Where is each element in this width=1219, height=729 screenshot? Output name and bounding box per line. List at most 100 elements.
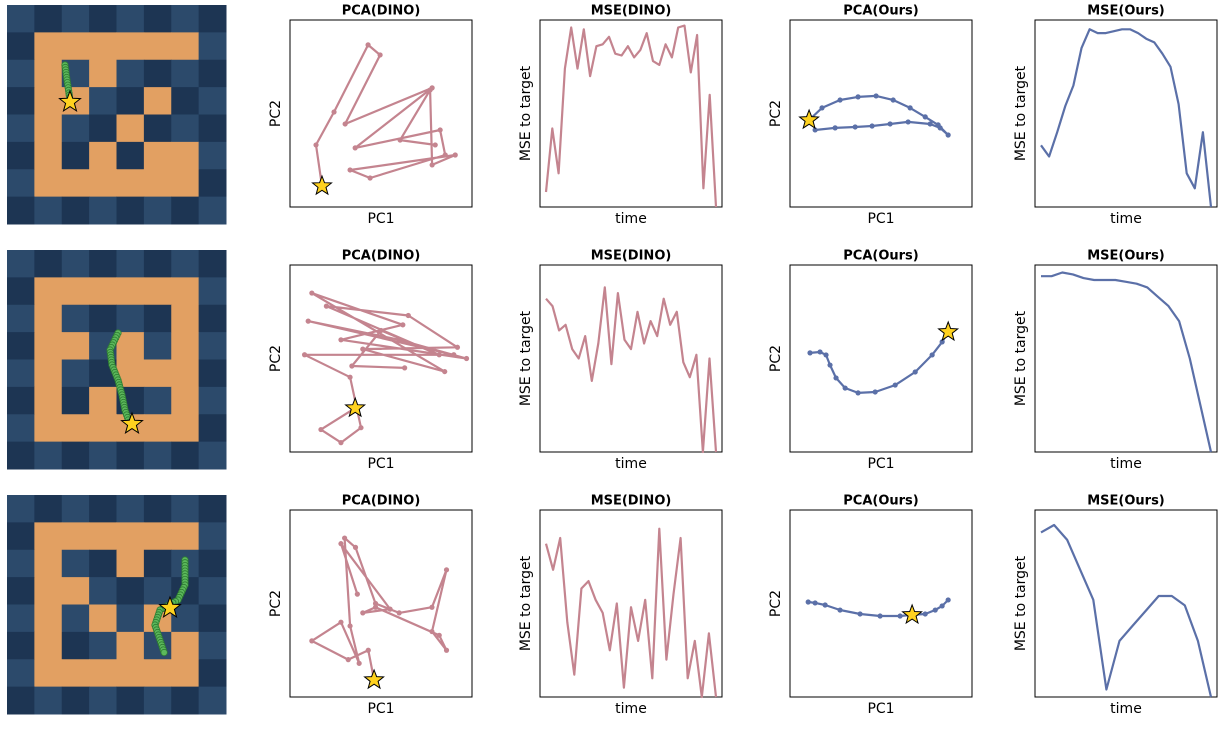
data-point: [331, 109, 337, 115]
plot-frame: [289, 19, 473, 208]
maze-cell: [171, 141, 200, 170]
plot-frame: [789, 264, 973, 453]
maze-cell: [61, 32, 90, 61]
maze-cell: [89, 169, 117, 198]
maze-cell: [198, 5, 227, 33]
maze-cell: [143, 522, 172, 551]
maze-cell: [116, 659, 145, 688]
data-point: [338, 440, 344, 446]
maze-cell: [171, 495, 200, 523]
maze-cell: [143, 659, 172, 688]
x-axis-label: time: [1110, 701, 1142, 717]
maze-cell: [7, 441, 35, 470]
maze-cell: [143, 5, 172, 33]
data-point: [451, 352, 457, 358]
data-point: [402, 365, 408, 371]
data-point: [345, 657, 351, 663]
data-point: [812, 127, 818, 133]
maze-cell: [143, 114, 172, 143]
maze-cell: [61, 549, 90, 578]
x-axis-label: time: [615, 456, 647, 472]
maze-cell: [116, 5, 145, 33]
maze-cell: [89, 659, 117, 688]
x-axis-label: PC1: [867, 456, 894, 472]
maze-cell: [143, 414, 172, 443]
data-point: [872, 389, 878, 395]
maze-cell: [61, 577, 90, 605]
maze-cell: [198, 659, 227, 688]
maze-cell: [143, 386, 172, 415]
data-point: [823, 352, 829, 358]
maze-cell: [34, 87, 63, 115]
maze-cell: [198, 577, 227, 605]
maze-cell: [7, 141, 35, 170]
maze-cell: [7, 359, 35, 388]
maze-cell: [7, 631, 35, 660]
maze-cell: [89, 577, 117, 605]
maze-cell: [198, 141, 227, 170]
plot-title: PCA(DINO): [342, 494, 421, 509]
maze-cell: [61, 114, 90, 143]
data-point: [436, 632, 442, 638]
maze-cell: [143, 32, 172, 61]
data-point: [429, 628, 435, 635]
data-point: [352, 145, 358, 151]
maze-cell: [34, 604, 63, 633]
y-axis-label: MSE to target: [1013, 310, 1029, 406]
data-point: [907, 105, 913, 111]
maze-cell: [116, 441, 145, 470]
maze-cell: [143, 87, 172, 115]
plot-title: MSE(Ours): [1087, 494, 1165, 509]
data-point: [365, 42, 371, 48]
maze-cell: [7, 414, 35, 443]
target-star: [344, 396, 367, 418]
maze-cell: [61, 414, 90, 443]
maze-cell: [89, 604, 117, 633]
maze-cell: [7, 250, 35, 278]
data-point: [833, 375, 839, 381]
maze-cell: [171, 604, 200, 633]
data-point: [367, 175, 373, 181]
maze-cell: [116, 686, 145, 715]
data-point: [929, 352, 935, 358]
data-point: [396, 337, 402, 343]
data-line: [1040, 523, 1213, 698]
data-line: [808, 94, 950, 137]
data-point: [443, 567, 450, 573]
data-point: [387, 606, 393, 612]
y-axis-label: MSE to target: [518, 555, 534, 651]
data-point: [396, 610, 402, 616]
y-axis-label: MSE to target: [1013, 555, 1029, 651]
maze-cell: [89, 196, 117, 225]
maze-cell: [7, 114, 35, 143]
maze-cell: [61, 495, 90, 523]
data-point: [452, 152, 458, 158]
maze-cell: [89, 386, 117, 415]
maze-cell: [116, 332, 145, 360]
y-axis-label: PC2: [768, 100, 784, 127]
data-point: [349, 363, 355, 369]
maze-cell: [61, 332, 90, 360]
plot-title: PCA(DINO): [342, 4, 421, 19]
plot-title: MSE(DINO): [591, 4, 672, 19]
maze-cell: [34, 631, 63, 660]
maze-image: [7, 5, 227, 225]
maze-cell: [7, 32, 35, 61]
plot-frame: [539, 19, 723, 208]
target-star: [311, 174, 333, 196]
data-point: [442, 368, 448, 375]
maze-cell: [89, 414, 117, 443]
data-point: [805, 599, 811, 605]
maze-cell: [171, 32, 200, 61]
maze-cell: [143, 441, 172, 470]
maze-cell: [61, 277, 90, 306]
maze-cell: [116, 141, 145, 170]
data-point: [852, 124, 858, 130]
maze-cell: [89, 304, 117, 333]
maze-cell: [171, 250, 200, 278]
y-axis-label: MSE to target: [518, 310, 534, 406]
maze-cell: [198, 332, 227, 360]
x-axis-label: time: [1110, 456, 1142, 472]
maze-cell: [34, 304, 63, 333]
maze-cell: [116, 549, 145, 578]
